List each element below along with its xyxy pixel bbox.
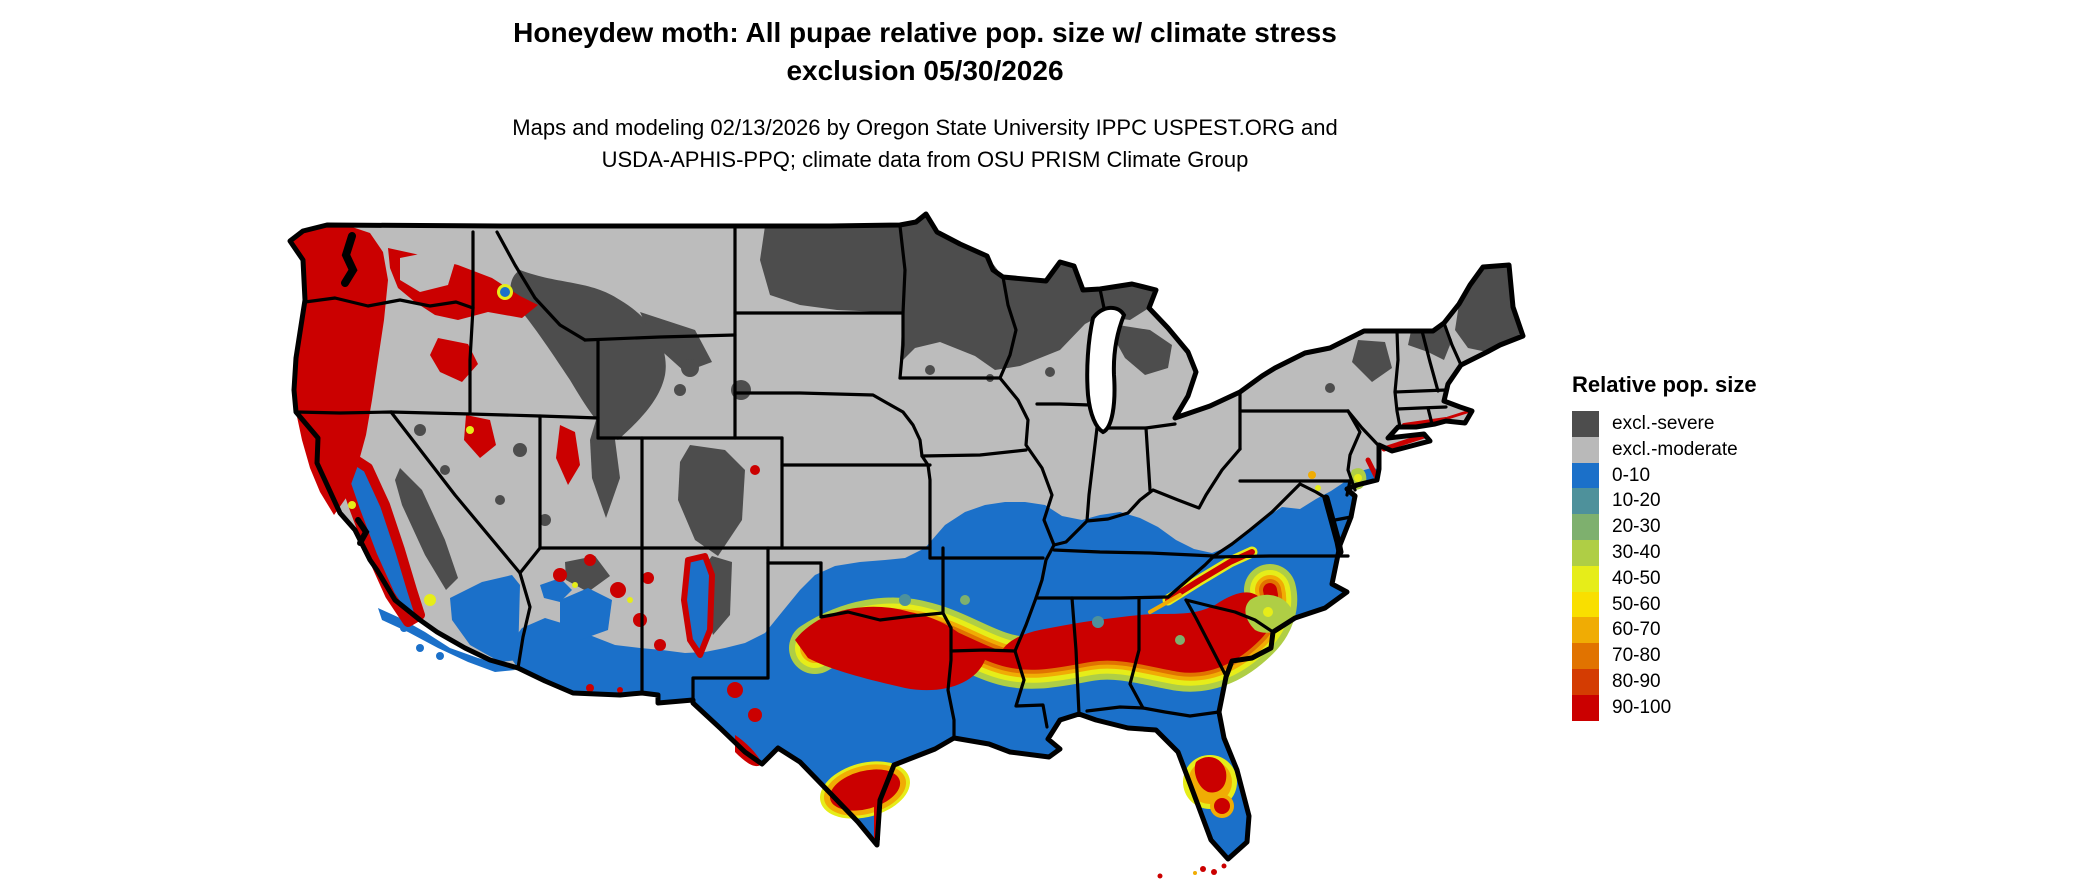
legend-title: Relative pop. size (1572, 372, 1757, 397)
inland-waters (341, 232, 1358, 556)
title-line-2: exclusion 05/30/2026 (786, 55, 1064, 86)
legend-rows: excl.-severe excl.-moderate 0-10 10-20 20-30… (1572, 411, 1872, 721)
title-line-1: Honeydew moth: All pupae relative pop. s… (513, 17, 1337, 48)
san-francisco-bay (355, 517, 370, 546)
legend-swatch (1572, 436, 1599, 463)
legend-label: 50-60 (1612, 593, 1661, 615)
legend-label: 20-30 (1612, 516, 1661, 538)
puget-sound (341, 232, 358, 287)
legend-swatch (1572, 643, 1599, 669)
chart-title: Honeydew moth: All pupae relative pop. s… (0, 14, 1850, 90)
legend-item: 40-50 (1572, 565, 1872, 592)
legend-item: excl.-moderate (1572, 436, 1872, 463)
legend-swatch (1572, 668, 1599, 695)
legend-swatch (1572, 591, 1599, 618)
columbia-basin-dot-blue (500, 287, 510, 297)
legend-swatch (1572, 514, 1599, 540)
rio-grande-ring (681, 553, 715, 658)
chart-subtitle: Maps and modeling 02/13/2026 by Oregon S… (0, 112, 1850, 176)
legend-label: 10-20 (1612, 490, 1661, 512)
legend-item: 80-90 (1572, 668, 1872, 695)
legend-label: 30-40 (1612, 541, 1661, 563)
legend-item: 70-80 (1572, 643, 1872, 669)
legend-label: 80-90 (1612, 670, 1661, 692)
legend-label: 70-80 (1612, 645, 1661, 667)
chesapeake-bay (1322, 494, 1344, 556)
legend-item: 20-30 (1572, 514, 1872, 540)
legend-swatch (1572, 617, 1599, 644)
legend-swatch (1572, 411, 1599, 437)
legend-label: excl.-severe (1612, 413, 1715, 434)
subtitle-line-1: Maps and modeling 02/13/2026 by Oregon S… (512, 115, 1338, 140)
subtitle-line-2: USDA-APHIS-PPQ; climate data from OSU PR… (601, 147, 1249, 172)
legend-item: 50-60 (1572, 591, 1872, 618)
delaware-bay (1347, 489, 1358, 499)
legend-label: 40-50 (1612, 567, 1661, 589)
legend-swatch (1572, 462, 1599, 489)
columbia-basin-core (400, 252, 455, 292)
population-band-cores (795, 592, 1292, 691)
map-layers (287, 211, 1526, 879)
legend-label: 60-70 (1612, 619, 1661, 641)
legend-item: 0-10 (1572, 462, 1872, 489)
legend: Relative pop. size excl.-severe excl.-mod… (1572, 372, 1872, 721)
legend-swatch (1572, 565, 1599, 592)
lake-michigan (1085, 305, 1127, 435)
legend-swatch (1572, 694, 1599, 721)
legend-item: excl.-severe (1572, 411, 1872, 437)
legend-item: 90-100 (1572, 694, 1872, 721)
legend-swatch (1572, 488, 1599, 515)
florida-hotspots (1157, 755, 1237, 879)
legend-label: 0-10 (1612, 464, 1651, 486)
southwest-yellow-dots (348, 426, 633, 606)
legend-swatch (1572, 539, 1599, 566)
legend-label: excl.-moderate (1612, 438, 1738, 460)
legend-item: 10-20 (1572, 488, 1872, 515)
excluded-severe-regions (395, 214, 1523, 635)
legend-item: 30-40 (1572, 539, 1872, 566)
legend-label: 90-100 (1612, 696, 1672, 718)
legend-item: 60-70 (1572, 617, 1872, 644)
